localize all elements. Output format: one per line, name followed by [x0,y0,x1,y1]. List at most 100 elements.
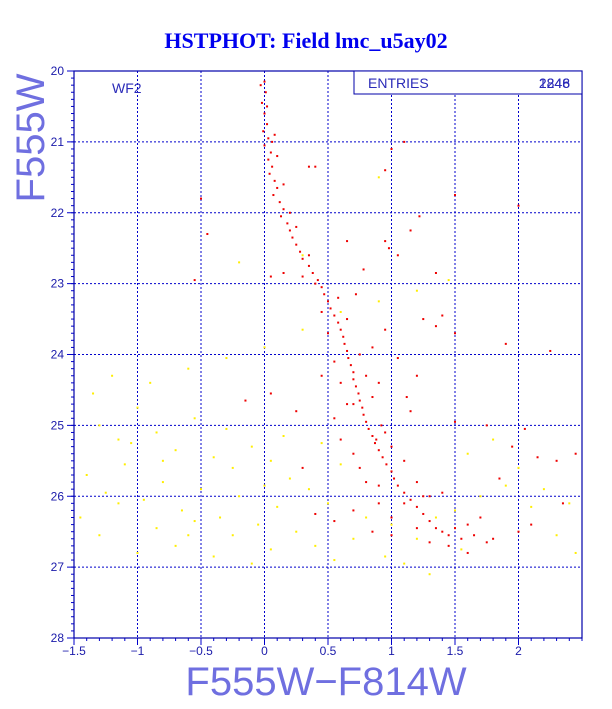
yellow-star-point [301,254,304,257]
red-star-point [377,484,380,487]
yellow-star-point [187,367,190,370]
red-star-point [390,445,393,448]
red-star-point [311,271,314,274]
red-star-point [415,527,418,530]
yellow-star-point [428,573,431,576]
red-star-point [206,233,209,236]
x-tick-label: 2 [515,644,522,658]
red-star-point [316,279,319,282]
yellow-star-point [555,534,558,537]
red-star-point [441,491,444,494]
x-tick-label: 0 [261,644,268,658]
red-star-point [282,208,285,211]
red-star-point [434,527,437,530]
yellow-star-point [568,502,571,505]
y-tick-label: 26 [51,489,65,503]
red-star-point [320,286,323,289]
yellow-star-point [85,473,88,476]
red-star-point [314,282,317,285]
red-star-point [498,477,501,480]
red-star-point [371,396,374,399]
red-star-point [288,211,291,214]
yellow-star-point [250,562,253,565]
red-star-point [278,201,281,204]
red-star-point [354,293,357,296]
red-star-point [271,165,274,168]
yellow-star-point [263,484,266,487]
red-star-point [282,183,285,186]
red-star-point [504,342,507,345]
red-star-point [403,459,406,462]
red-star-point [362,413,365,416]
yellow-star-point [327,502,329,505]
red-star-point [393,477,396,480]
red-star-point [346,349,349,352]
red-star-point [301,466,304,469]
red-star-point [517,530,520,533]
red-star-point [333,417,336,420]
red-star-point [280,215,283,218]
red-star-point [346,318,349,321]
red-star-point [266,123,269,126]
red-star-point [405,396,408,399]
y-axis-label: F555W [9,73,53,202]
red-star-point [403,491,406,494]
red-star-point [244,399,247,402]
red-star-point [333,520,336,523]
yellow-star-point [130,442,133,445]
red-star-point [329,307,332,310]
grid-lines [74,71,582,638]
yellow-star-point [231,534,234,537]
yellow-star-point [517,466,520,469]
red-star-point [415,505,418,508]
y-tick-label: 22 [51,206,65,220]
yellow-star-point [123,463,126,466]
red-star-point [473,534,476,537]
red-star-point [381,456,384,459]
yellow-star-point [193,520,196,523]
yellow-star-point [415,537,418,540]
red-star-point [272,194,275,197]
yellow-star-point [92,392,95,395]
red-star-point [346,403,349,406]
red-star-point [371,530,374,533]
yellow-star-point [282,435,285,438]
y-tick-label: 24 [51,348,65,362]
yellow-star-point [447,279,450,282]
red-star-point [269,392,272,395]
red-star-point [339,328,342,331]
red-star-point [307,254,310,257]
red-star-point [276,155,279,158]
red-star-point [377,381,380,384]
red-star-point [367,427,370,430]
red-star-point [358,399,361,402]
red-star-point [523,427,526,430]
red-star-point [396,357,399,360]
stats-box-label: ENTRIES [368,75,429,91]
yellow-star-point [225,357,228,360]
red-star-point [314,165,317,168]
red-star-point [320,310,323,313]
red-star-point [333,360,336,363]
red-star-point [320,374,323,377]
red-star-point [460,537,463,540]
yellow-star-point [466,452,469,455]
red-star-point [260,101,263,104]
yellow-star-point [314,544,317,547]
red-star-point [288,229,291,232]
red-star-point [390,534,393,537]
red-star-point [346,240,349,243]
yellow-star-point [117,502,120,505]
x-tick-label: −1 [131,644,145,658]
yellow-star-point [377,300,380,303]
stats-box: ENTRIES 1248 2846 [353,70,583,95]
red-star-point [264,91,267,94]
red-star-point [396,254,399,257]
red-star-point [384,431,387,434]
red-star-point [441,530,444,533]
yellow-star-point [238,495,241,498]
red-star-point [434,271,437,274]
yellow-star-point [295,530,298,533]
y-tick-label: 23 [51,277,65,291]
yellow-star-point [212,456,215,459]
